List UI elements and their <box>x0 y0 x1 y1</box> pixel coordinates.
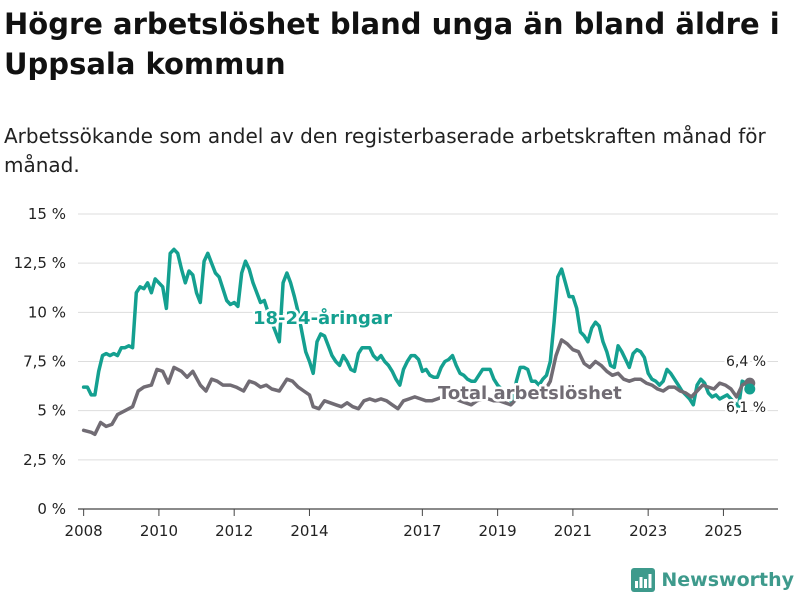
youth-series-label-halo: 18-24-åringar <box>253 307 392 329</box>
total-end-value-label-halo: 6,4 % <box>726 354 766 370</box>
x-tick-label: 2008 <box>65 522 103 540</box>
y-tick-label: 15 % <box>28 205 66 223</box>
y-tick-label: 5 % <box>37 402 66 420</box>
gridlines <box>78 213 778 510</box>
y-tick-label: 12,5 % <box>14 254 66 272</box>
total-series-line <box>81 338 752 437</box>
total-series-label: Total arbetslöshet <box>438 383 622 404</box>
bar-chart-logo-icon <box>631 568 656 592</box>
brand-name: Newsworthy <box>661 569 794 591</box>
y-tick-label: 0 % <box>37 500 66 518</box>
y-axis-ticks: 0 % 2,5 % 5 % 7,5 % 10 % 12,5 % 15 % <box>14 205 66 518</box>
brand-logo[interactable]: Newsworthy <box>631 568 794 592</box>
total-end-value-label: 6,4 % <box>726 354 766 370</box>
y-tick-label: 7,5 % <box>23 353 66 371</box>
youth-end-point <box>744 383 756 395</box>
chart-subtitle: Arbetssökande som andel av den registerb… <box>4 124 766 177</box>
x-tick-label: 2023 <box>629 522 667 540</box>
x-tick-label: 2017 <box>403 522 441 540</box>
chart-title: Högre arbetslöshet bland unga än bland ä… <box>4 7 780 81</box>
x-tick-label: 2010 <box>140 522 178 540</box>
x-tick-label: 2019 <box>479 522 517 540</box>
series-lines <box>81 247 756 437</box>
x-axis: 2008 2010 2012 2014 2017 2019 2021 2023 2025 <box>65 509 743 540</box>
total-series-label-halo: Total arbetslöshet <box>438 383 622 404</box>
y-tick-label: 2,5 % <box>23 451 66 469</box>
y-tick-label: 10 % <box>28 303 66 321</box>
x-tick-label: 2025 <box>704 522 742 540</box>
x-tick-label: 2021 <box>554 522 592 540</box>
youth-end-value-label: 6,1 % <box>726 400 766 416</box>
youth-end-value-label-halo: 6,1 % <box>726 400 766 416</box>
x-tick-label: 2012 <box>215 522 253 540</box>
youth-series-line <box>81 247 752 409</box>
youth-series-label: 18-24-åringar <box>253 307 392 329</box>
x-tick-label: 2014 <box>290 522 328 540</box>
